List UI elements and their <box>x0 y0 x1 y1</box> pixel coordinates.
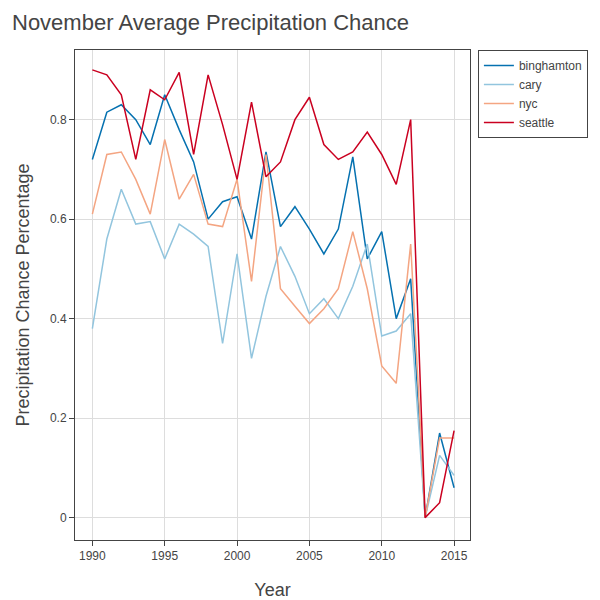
svg-text:0.8: 0.8 <box>50 113 67 127</box>
svg-text:2015: 2015 <box>441 549 468 563</box>
svg-text:1995: 1995 <box>151 549 178 563</box>
svg-text:November Average Precipitation: November Average Precipitation Chance <box>12 10 409 35</box>
svg-text:Precipitation Chance Percentag: Precipitation Chance Percentage <box>13 163 33 426</box>
svg-text:2005: 2005 <box>296 549 323 563</box>
svg-text:0: 0 <box>60 511 67 525</box>
svg-text:2010: 2010 <box>368 549 395 563</box>
svg-text:1990: 1990 <box>79 549 106 563</box>
svg-text:nyc: nyc <box>519 97 538 111</box>
svg-text:seattle: seattle <box>519 116 555 130</box>
svg-text:0.4: 0.4 <box>50 312 67 326</box>
svg-text:0.6: 0.6 <box>50 212 67 226</box>
svg-text:Year: Year <box>254 580 290 600</box>
svg-text:binghamton: binghamton <box>519 59 582 73</box>
svg-text:cary: cary <box>519 78 542 92</box>
svg-text:2000: 2000 <box>224 549 251 563</box>
svg-text:0.2: 0.2 <box>50 411 67 425</box>
